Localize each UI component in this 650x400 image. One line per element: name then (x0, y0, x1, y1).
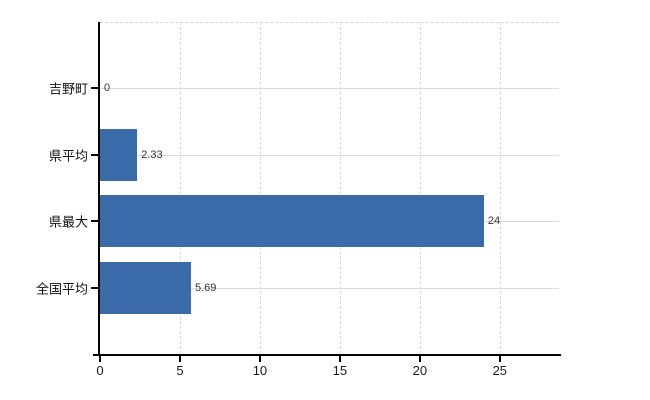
x-tick-label: 10 (252, 363, 268, 378)
y-axis-tick (91, 286, 99, 289)
y-axis-tick (91, 220, 99, 223)
y-gridline (100, 287, 559, 289)
x-gridline (499, 22, 501, 354)
y-gridline (100, 88, 559, 90)
x-axis-tick (99, 356, 101, 362)
x-tick-label: 15 (332, 363, 348, 378)
bar-value-label: 2.33 (141, 148, 163, 161)
x-tick-label: 5 (176, 363, 184, 378)
x-tick-label: 25 (492, 363, 508, 378)
x-axis (93, 354, 561, 356)
x-axis-tick (338, 356, 341, 362)
x-gridline (259, 22, 261, 354)
x-axis-tick (258, 356, 261, 362)
bar-value-label: 5.69 (195, 281, 217, 294)
x-tick-label: 20 (412, 363, 428, 378)
bar-value-label: 0 (104, 82, 111, 95)
x-axis-tick (178, 356, 181, 362)
x-tick-label: 0 (96, 363, 104, 378)
y-axis (98, 22, 100, 356)
bar (100, 261, 191, 314)
y-axis-tick (91, 87, 99, 90)
bar-value-label: 24 (487, 215, 501, 228)
x-gridline (339, 22, 341, 354)
bar (100, 128, 138, 181)
y-gridline (100, 154, 559, 156)
x-gridline (179, 22, 181, 354)
category-label: 県最大 (48, 214, 88, 230)
x-gridline (419, 22, 421, 354)
category-label: 県平均 (48, 148, 88, 164)
x-axis-tick (418, 356, 421, 362)
plot-top-border (100, 22, 559, 23)
y-axis-tick (91, 153, 99, 156)
bar (100, 195, 484, 248)
category-label: 吉野町 (48, 81, 88, 97)
category-label: 全国平均 (35, 281, 88, 297)
x-axis-tick (498, 356, 501, 362)
